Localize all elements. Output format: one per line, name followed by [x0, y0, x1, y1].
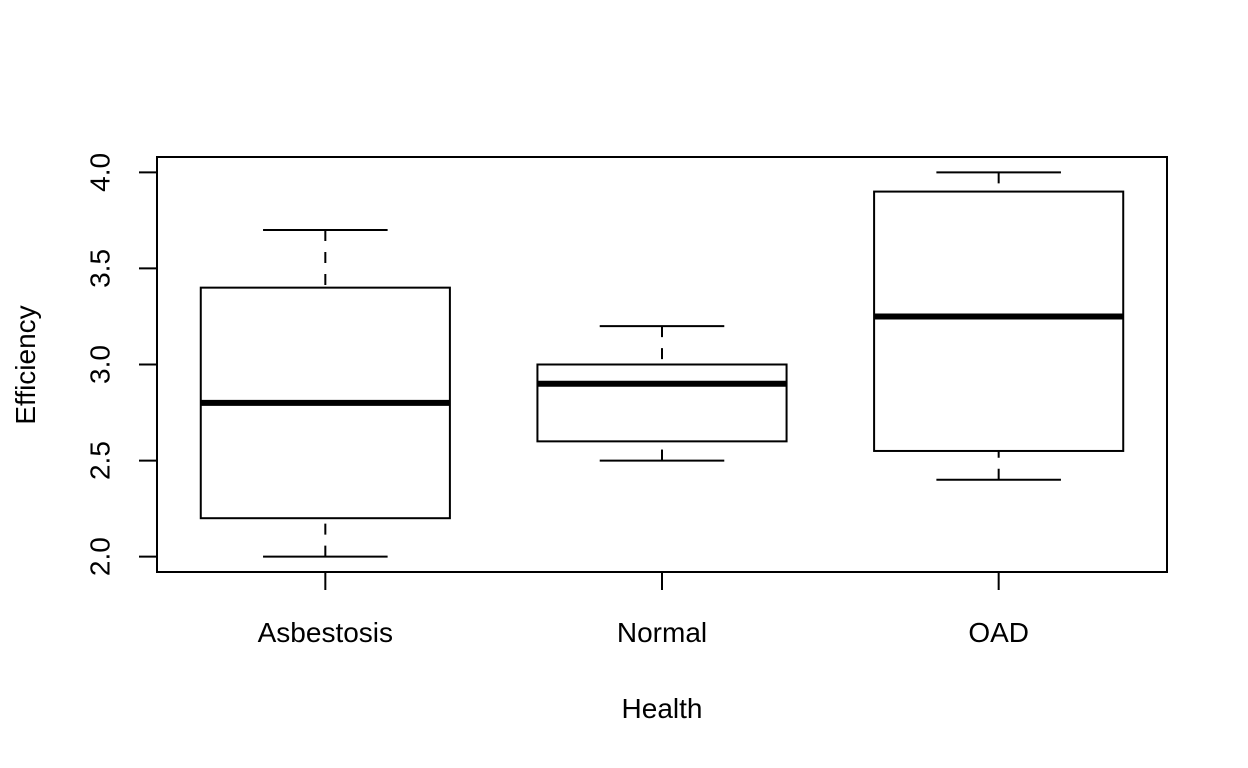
x-axis: Asbestosis Normal OAD	[258, 572, 1029, 648]
x-tick-label-oad: OAD	[968, 617, 1029, 648]
y-tick-label-4: 4.0	[84, 153, 115, 192]
boxes	[199, 171, 1125, 558]
y-axis: 2.0 2.5 3.0 3.5 4.0	[84, 153, 158, 576]
x-tick-label-asbestosis: Asbestosis	[258, 617, 393, 648]
y-tick-label-1: 2.5	[84, 441, 115, 480]
x-tick-label-normal: Normal	[617, 617, 707, 648]
y-tick-label-0: 2.0	[84, 537, 115, 576]
x-axis-title: Health	[622, 693, 703, 724]
box-oad	[873, 171, 1125, 481]
iqr-box	[536, 363, 788, 443]
box-normal	[536, 325, 788, 462]
box-asbestosis	[199, 229, 451, 558]
y-axis-title: Efficiency	[10, 305, 41, 424]
iqr-box	[873, 190, 1125, 452]
y-tick-label-3: 3.5	[84, 249, 115, 288]
y-tick-label-2: 3.0	[84, 345, 115, 384]
